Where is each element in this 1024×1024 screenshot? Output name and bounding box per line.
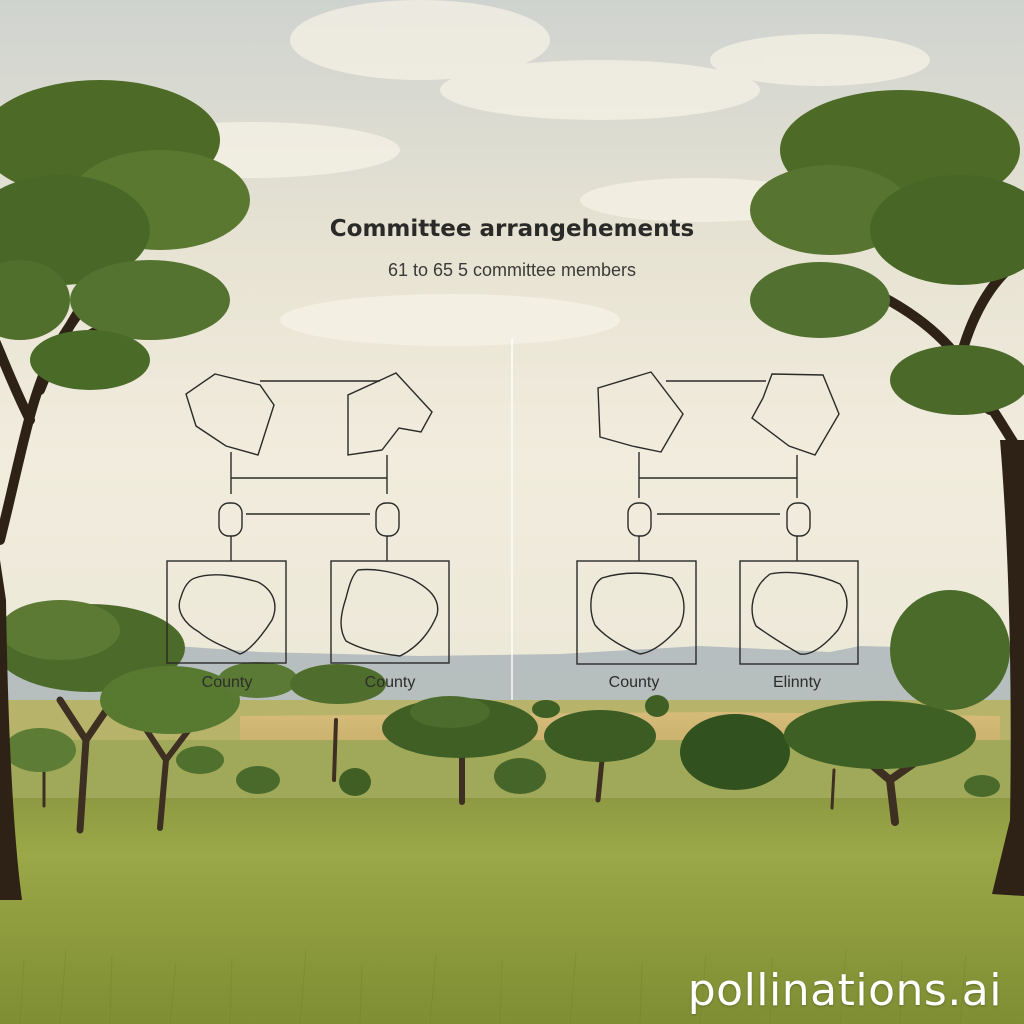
diagram-subtitle: 61 to 65 5 committee members [387, 260, 637, 280]
watermark-logo-text: pollinations.ai [687, 965, 1002, 1016]
county-box-1 [166, 560, 287, 664]
grass-texture [19, 949, 967, 1024]
county-label-1: County [201, 674, 253, 691]
midground-tree-canopies [0, 590, 1010, 797]
county-label-2: County [364, 674, 416, 691]
county-map-3 [590, 572, 685, 655]
county-label-3: County [608, 674, 660, 691]
map-shape-top-left-a [185, 373, 275, 456]
left-foreground-tree [0, 80, 250, 900]
county-box-3 [576, 560, 697, 665]
county-map-4 [751, 571, 848, 655]
clouds [100, 0, 930, 346]
right-foreground-tree [750, 90, 1024, 896]
county-label-4: Elinnty [772, 674, 822, 691]
map-shape-top-right-b [751, 373, 840, 456]
diagram-title: Committee arrangehements [329, 216, 695, 242]
map-shape-top-right-a [597, 371, 684, 453]
county-map-1 [178, 574, 276, 655]
node-right-2 [786, 502, 811, 537]
map-shape-top-left-b [347, 372, 433, 456]
county-map-2 [340, 568, 439, 657]
county-box-2 [330, 560, 450, 664]
foreground-grass [0, 798, 1024, 1024]
county-box-4 [739, 560, 859, 665]
committee-diagram [166, 338, 859, 700]
